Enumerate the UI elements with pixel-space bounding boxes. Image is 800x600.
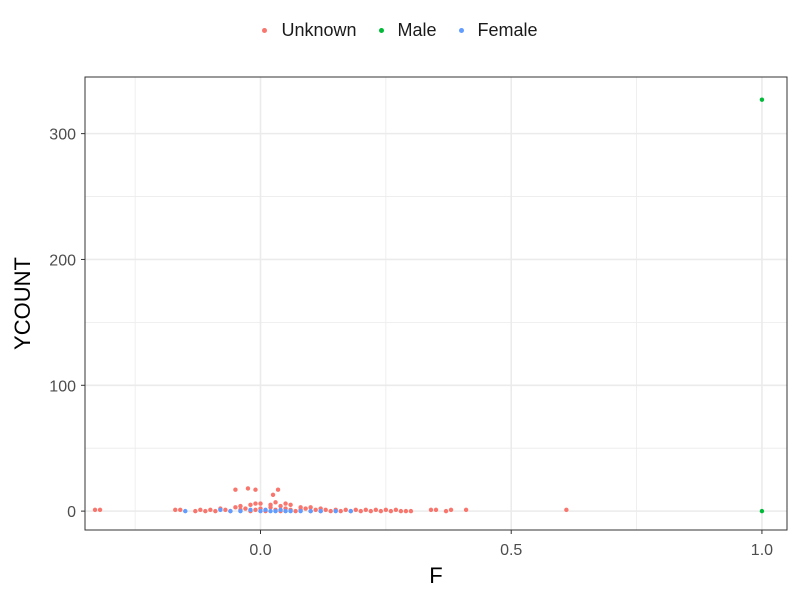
point-unknown (308, 505, 313, 510)
point-unknown (564, 507, 569, 513)
point-female (348, 508, 353, 514)
point-unknown (373, 507, 379, 513)
point-unknown (303, 506, 308, 511)
point-female (268, 508, 273, 514)
point-unknown (243, 506, 248, 511)
point-unknown (178, 507, 183, 513)
point-unknown (353, 507, 358, 513)
point-female (218, 507, 223, 513)
point-female (258, 508, 263, 514)
point-unknown (393, 507, 399, 513)
major-gridlines (85, 77, 787, 530)
point-unknown (443, 508, 449, 514)
point-female (278, 507, 283, 513)
point-unknown (403, 508, 409, 514)
legend-item-male: Male (378, 20, 437, 41)
point-female (248, 507, 253, 513)
point-unknown (378, 508, 384, 514)
point-unknown (223, 507, 228, 513)
point-unknown (203, 508, 208, 514)
legend-label-male: Male (397, 20, 437, 40)
point-unknown (433, 507, 439, 513)
point-unknown (273, 500, 278, 505)
point-unknown (448, 507, 454, 513)
point-unknown (270, 492, 276, 497)
point-unknown (463, 507, 469, 513)
point-unknown (358, 508, 363, 514)
point-unknown (343, 507, 348, 513)
point-unknown (398, 508, 404, 514)
y-tick-label: 0 (67, 504, 76, 521)
point-female (333, 508, 338, 514)
point-female (263, 507, 268, 513)
point-unknown (363, 507, 368, 513)
point-unknown (275, 487, 281, 492)
point-female (238, 508, 243, 514)
point-male (759, 97, 765, 102)
minor-gridlines (85, 77, 787, 530)
x-axis-ticks: 0.0 0.5 1.0 (249, 530, 773, 559)
point-unknown (338, 508, 343, 514)
legend: Unknown Male Female (0, 20, 800, 41)
point-unknown (278, 503, 283, 509)
point-unknown (233, 505, 238, 510)
y-axis-title: YCOUNT (10, 257, 35, 350)
point-unknown (298, 505, 303, 510)
y-tick-label: 200 (49, 252, 76, 269)
point-unknown (428, 507, 434, 513)
y-tick-label: 100 (49, 378, 76, 395)
x-tick-label: 0.5 (500, 542, 522, 559)
point-unknown (383, 507, 389, 513)
point-female (273, 508, 278, 514)
point-female (308, 508, 313, 514)
legend-marker-male (378, 28, 384, 33)
x-tick-label: 0.0 (249, 542, 271, 559)
point-unknown (97, 507, 103, 513)
x-axis-title: F (429, 563, 442, 588)
legend-item-unknown: Unknown (262, 20, 357, 41)
point-unknown (328, 508, 333, 514)
point-female (318, 508, 323, 514)
legend-label-female: Female (477, 20, 538, 40)
point-unknown (368, 508, 374, 514)
point-unknown (198, 507, 203, 513)
point-unknown (233, 487, 238, 492)
point-unknown (313, 507, 318, 513)
point-unknown (92, 507, 98, 513)
point-unknown (268, 502, 273, 508)
x-tick-label: 1.0 (751, 542, 773, 559)
legend-marker-female (458, 28, 464, 33)
point-unknown (238, 503, 243, 509)
panel-border (84, 76, 788, 531)
legend-item-female: Female (458, 20, 538, 41)
point-unknown (253, 487, 258, 492)
point-unknown (253, 507, 258, 513)
legend-marker-unknown (262, 28, 268, 33)
point-unknown (288, 502, 293, 508)
point-unknown (193, 508, 198, 514)
point-female (288, 508, 293, 514)
point-female (283, 508, 288, 514)
point-unknown (213, 508, 218, 514)
legend-label-unknown: Unknown (281, 20, 357, 40)
point-unknown (293, 508, 298, 514)
point-female (183, 508, 188, 514)
point-unknown (245, 486, 251, 491)
point-unknown (323, 507, 328, 513)
y-tick-label: 300 (49, 127, 76, 144)
point-unknown (208, 507, 213, 513)
point-unknown (388, 508, 394, 514)
point-male (759, 508, 765, 514)
data-points (92, 97, 765, 514)
point-unknown (173, 507, 178, 513)
point-unknown (408, 508, 414, 514)
point-unknown (283, 501, 288, 506)
point-unknown (253, 501, 258, 506)
point-unknown (248, 502, 253, 508)
point-female (228, 508, 233, 514)
point-unknown (258, 501, 263, 506)
point-female (298, 508, 303, 514)
y-axis-ticks: 0 100 200 300 (49, 127, 85, 521)
